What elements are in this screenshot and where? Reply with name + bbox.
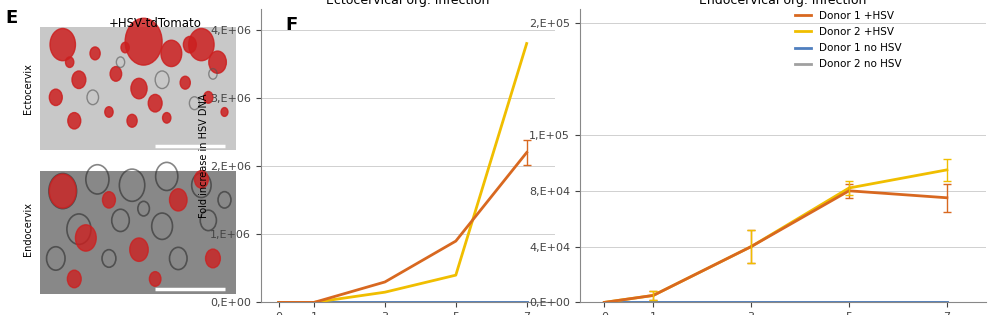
Circle shape [105,107,113,117]
Y-axis label: Fold increase in HSV DNA: Fold increase in HSV DNA [199,94,209,218]
Circle shape [169,189,187,211]
Circle shape [125,18,163,65]
Circle shape [150,272,161,286]
Text: +HSV-tdTomato: +HSV-tdTomato [109,17,202,30]
Circle shape [127,114,137,127]
Circle shape [194,170,208,188]
Text: Endocervix: Endocervix [23,202,33,256]
Legend: Donor 1 +HSV, Donor 2 +HSV, Donor 1 no HSV, Donor 2 no HSV: Donor 1 +HSV, Donor 2 +HSV, Donor 1 no H… [791,7,906,74]
Circle shape [131,78,147,99]
Bar [40,27,236,150]
Circle shape [110,66,122,81]
Circle shape [67,270,81,288]
Circle shape [130,238,149,261]
Circle shape [50,89,62,106]
Circle shape [204,91,213,103]
Text: Ectocervix: Ectocervix [23,63,33,114]
Circle shape [221,108,228,116]
Text: F: F [285,16,297,34]
Circle shape [149,94,163,112]
Circle shape [67,112,80,129]
Title: Endocervical org. infection: Endocervical org. infection [700,0,867,7]
Circle shape [121,42,129,53]
Circle shape [90,47,100,60]
Circle shape [102,192,115,208]
Circle shape [180,76,190,89]
Circle shape [163,112,170,123]
Circle shape [205,249,220,268]
Circle shape [183,37,196,53]
Circle shape [209,51,226,73]
Circle shape [72,71,86,89]
Circle shape [50,28,75,61]
Circle shape [75,225,96,251]
Text: E: E [5,9,17,27]
Bar [40,170,236,294]
Title: Ectocervical org. infection: Ectocervical org. infection [326,0,490,7]
Circle shape [161,40,181,66]
Circle shape [188,28,214,61]
Circle shape [50,174,76,208]
Circle shape [65,57,73,67]
